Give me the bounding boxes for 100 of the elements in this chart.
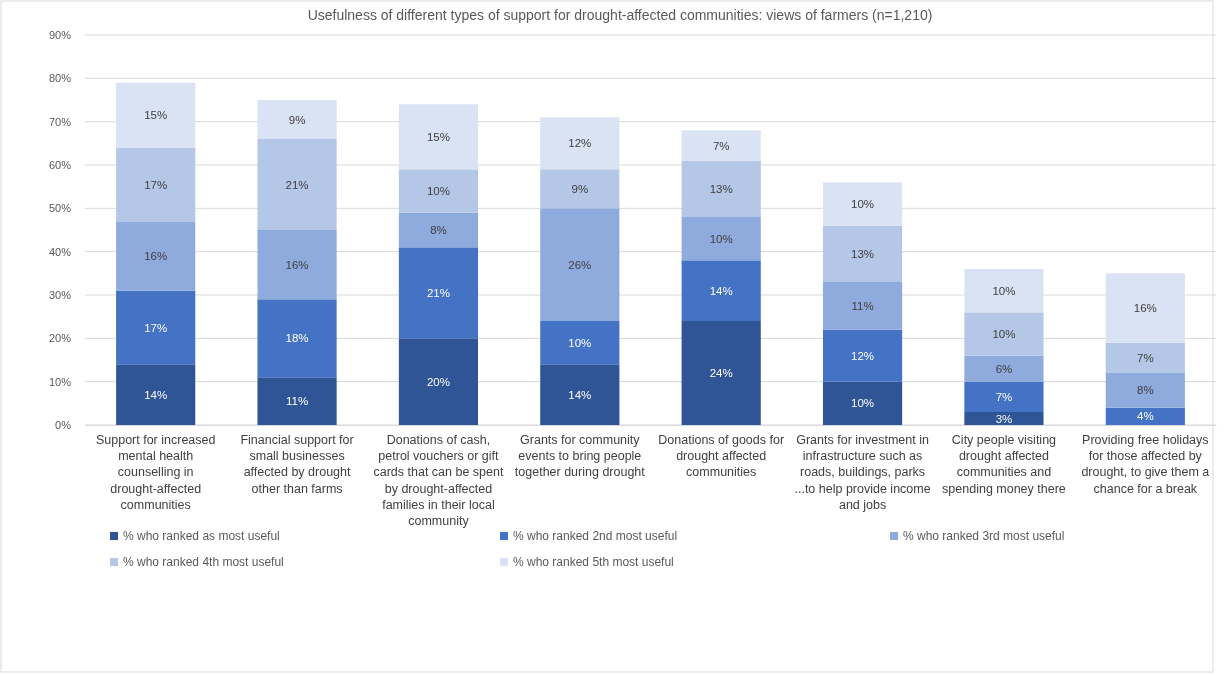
bar [964, 412, 1044, 425]
y-tick-label: 90% [48, 29, 72, 42]
bar [822, 282, 903, 330]
data-label: 16% [1133, 302, 1157, 314]
bar [116, 147, 196, 222]
bar [257, 139, 337, 230]
bar [540, 208, 620, 321]
data-label: 14% [144, 388, 168, 401]
x-tick-label: Financial support for small businesses affected by drought other than farms [240, 432, 354, 496]
bar [540, 117, 620, 170]
x-tick-label: Grants for investment in infrastructure such as roads, buildings, parks ...to help provide income and jobs [794, 432, 931, 512]
data-label: 7% [1137, 351, 1154, 364]
data-label: 10% [709, 232, 733, 245]
bar [116, 221, 196, 291]
bar [1105, 373, 1185, 408]
y-tick-label: 60% [48, 159, 72, 172]
data-label: 10% [851, 198, 875, 210]
data-label: 7% [712, 139, 730, 152]
data-label: 9% [571, 182, 589, 195]
y-tick-label: 50% [48, 202, 72, 215]
bar [1105, 342, 1185, 373]
legend-label: % who ranked 4th most useful [123, 555, 284, 569]
bar [116, 290, 196, 365]
data-label: 18% [285, 332, 309, 345]
data-label: 10% [992, 328, 1016, 340]
y-tick-label: 80% [48, 72, 72, 85]
x-tick-label: Providing free holidays for those affected by drought, to give them a chance for a break [1081, 432, 1210, 496]
data-label: 17% [144, 321, 168, 334]
x-tick-label: Donations of goods for drought affected communities [658, 432, 785, 480]
bar [681, 160, 761, 217]
legend-label: % who ranked as most useful [123, 529, 280, 543]
x-tick-label: Support for increased mental health counselling in drought-affected communities [95, 432, 216, 512]
bar [257, 230, 337, 300]
bar [257, 377, 337, 425]
bar [1105, 273, 1185, 343]
data-label: 16% [144, 250, 168, 262]
bar [257, 100, 337, 139]
y-tick-label: 30% [48, 289, 72, 302]
bar [398, 247, 479, 339]
x-tick-label: City people visiting drought affected communities and spending money there [942, 432, 1066, 496]
bar [822, 329, 903, 382]
x-tick-label: Donations of cash, petrol vouchers or gift cards that can be spent by drought-affected families in their local community [373, 432, 504, 529]
bar [822, 225, 903, 282]
bar [822, 182, 903, 226]
data-label: 24% [709, 367, 733, 379]
bar [257, 299, 337, 378]
bar [398, 169, 479, 213]
bar [540, 364, 620, 425]
bar [116, 82, 196, 148]
bar [540, 321, 620, 365]
data-label: 10% [568, 336, 592, 349]
bar [398, 338, 479, 425]
bar [822, 381, 903, 425]
data-label: 12% [568, 137, 592, 150]
data-label: 10% [851, 397, 875, 410]
data-label: 15% [144, 109, 168, 122]
y-tick-label: 0% [55, 419, 72, 432]
bar [681, 130, 761, 161]
bar [1105, 407, 1185, 425]
bar [681, 217, 761, 261]
data-label: 15% [426, 130, 450, 143]
data-label: 10% [992, 284, 1016, 297]
y-tick-label: 70% [48, 115, 72, 128]
chart-title: Usefulness of different types of support for drought-affected communities: views of farmers (n=1,210) [307, 7, 933, 23]
data-label: 21% [285, 178, 309, 191]
legend-label: % who ranked 2nd most useful [513, 529, 678, 543]
data-label: 7% [995, 390, 1013, 403]
data-label: 6% [995, 362, 1013, 375]
data-label: 17% [144, 178, 168, 191]
legend-label: % who ranked 5th most useful [513, 555, 674, 569]
bar [964, 355, 1044, 382]
bar [116, 364, 196, 425]
data-label: 16% [285, 258, 309, 271]
data-label: 9% [288, 113, 306, 126]
y-tick-label: 20% [48, 332, 72, 345]
y-tick-label: 10% [48, 375, 72, 388]
data-label: 4% [1137, 410, 1154, 423]
data-label: 11% [285, 395, 309, 408]
data-label: 12% [851, 349, 875, 362]
data-label: 8% [430, 224, 447, 236]
data-label: 26% [568, 258, 592, 271]
data-label: 21% [426, 286, 450, 299]
data-label: 13% [851, 247, 875, 260]
bar [540, 169, 620, 209]
data-label: 10% [426, 185, 450, 197]
bar [681, 260, 761, 321]
data-label: 14% [568, 388, 592, 401]
bar [398, 104, 479, 170]
data-label: 8% [1137, 384, 1154, 397]
data-label: 20% [426, 375, 450, 388]
bar [398, 212, 479, 248]
bar [964, 381, 1044, 412]
bar [681, 321, 761, 425]
x-tick-label: Grants for community events to bring people together during drought [514, 432, 646, 480]
data-label: 11% [851, 299, 874, 312]
data-label: 13% [709, 182, 733, 195]
data-label: 14% [709, 284, 733, 297]
bar [964, 269, 1044, 313]
data-label: 3% [995, 412, 1013, 425]
y-tick-label: 40% [48, 245, 72, 258]
